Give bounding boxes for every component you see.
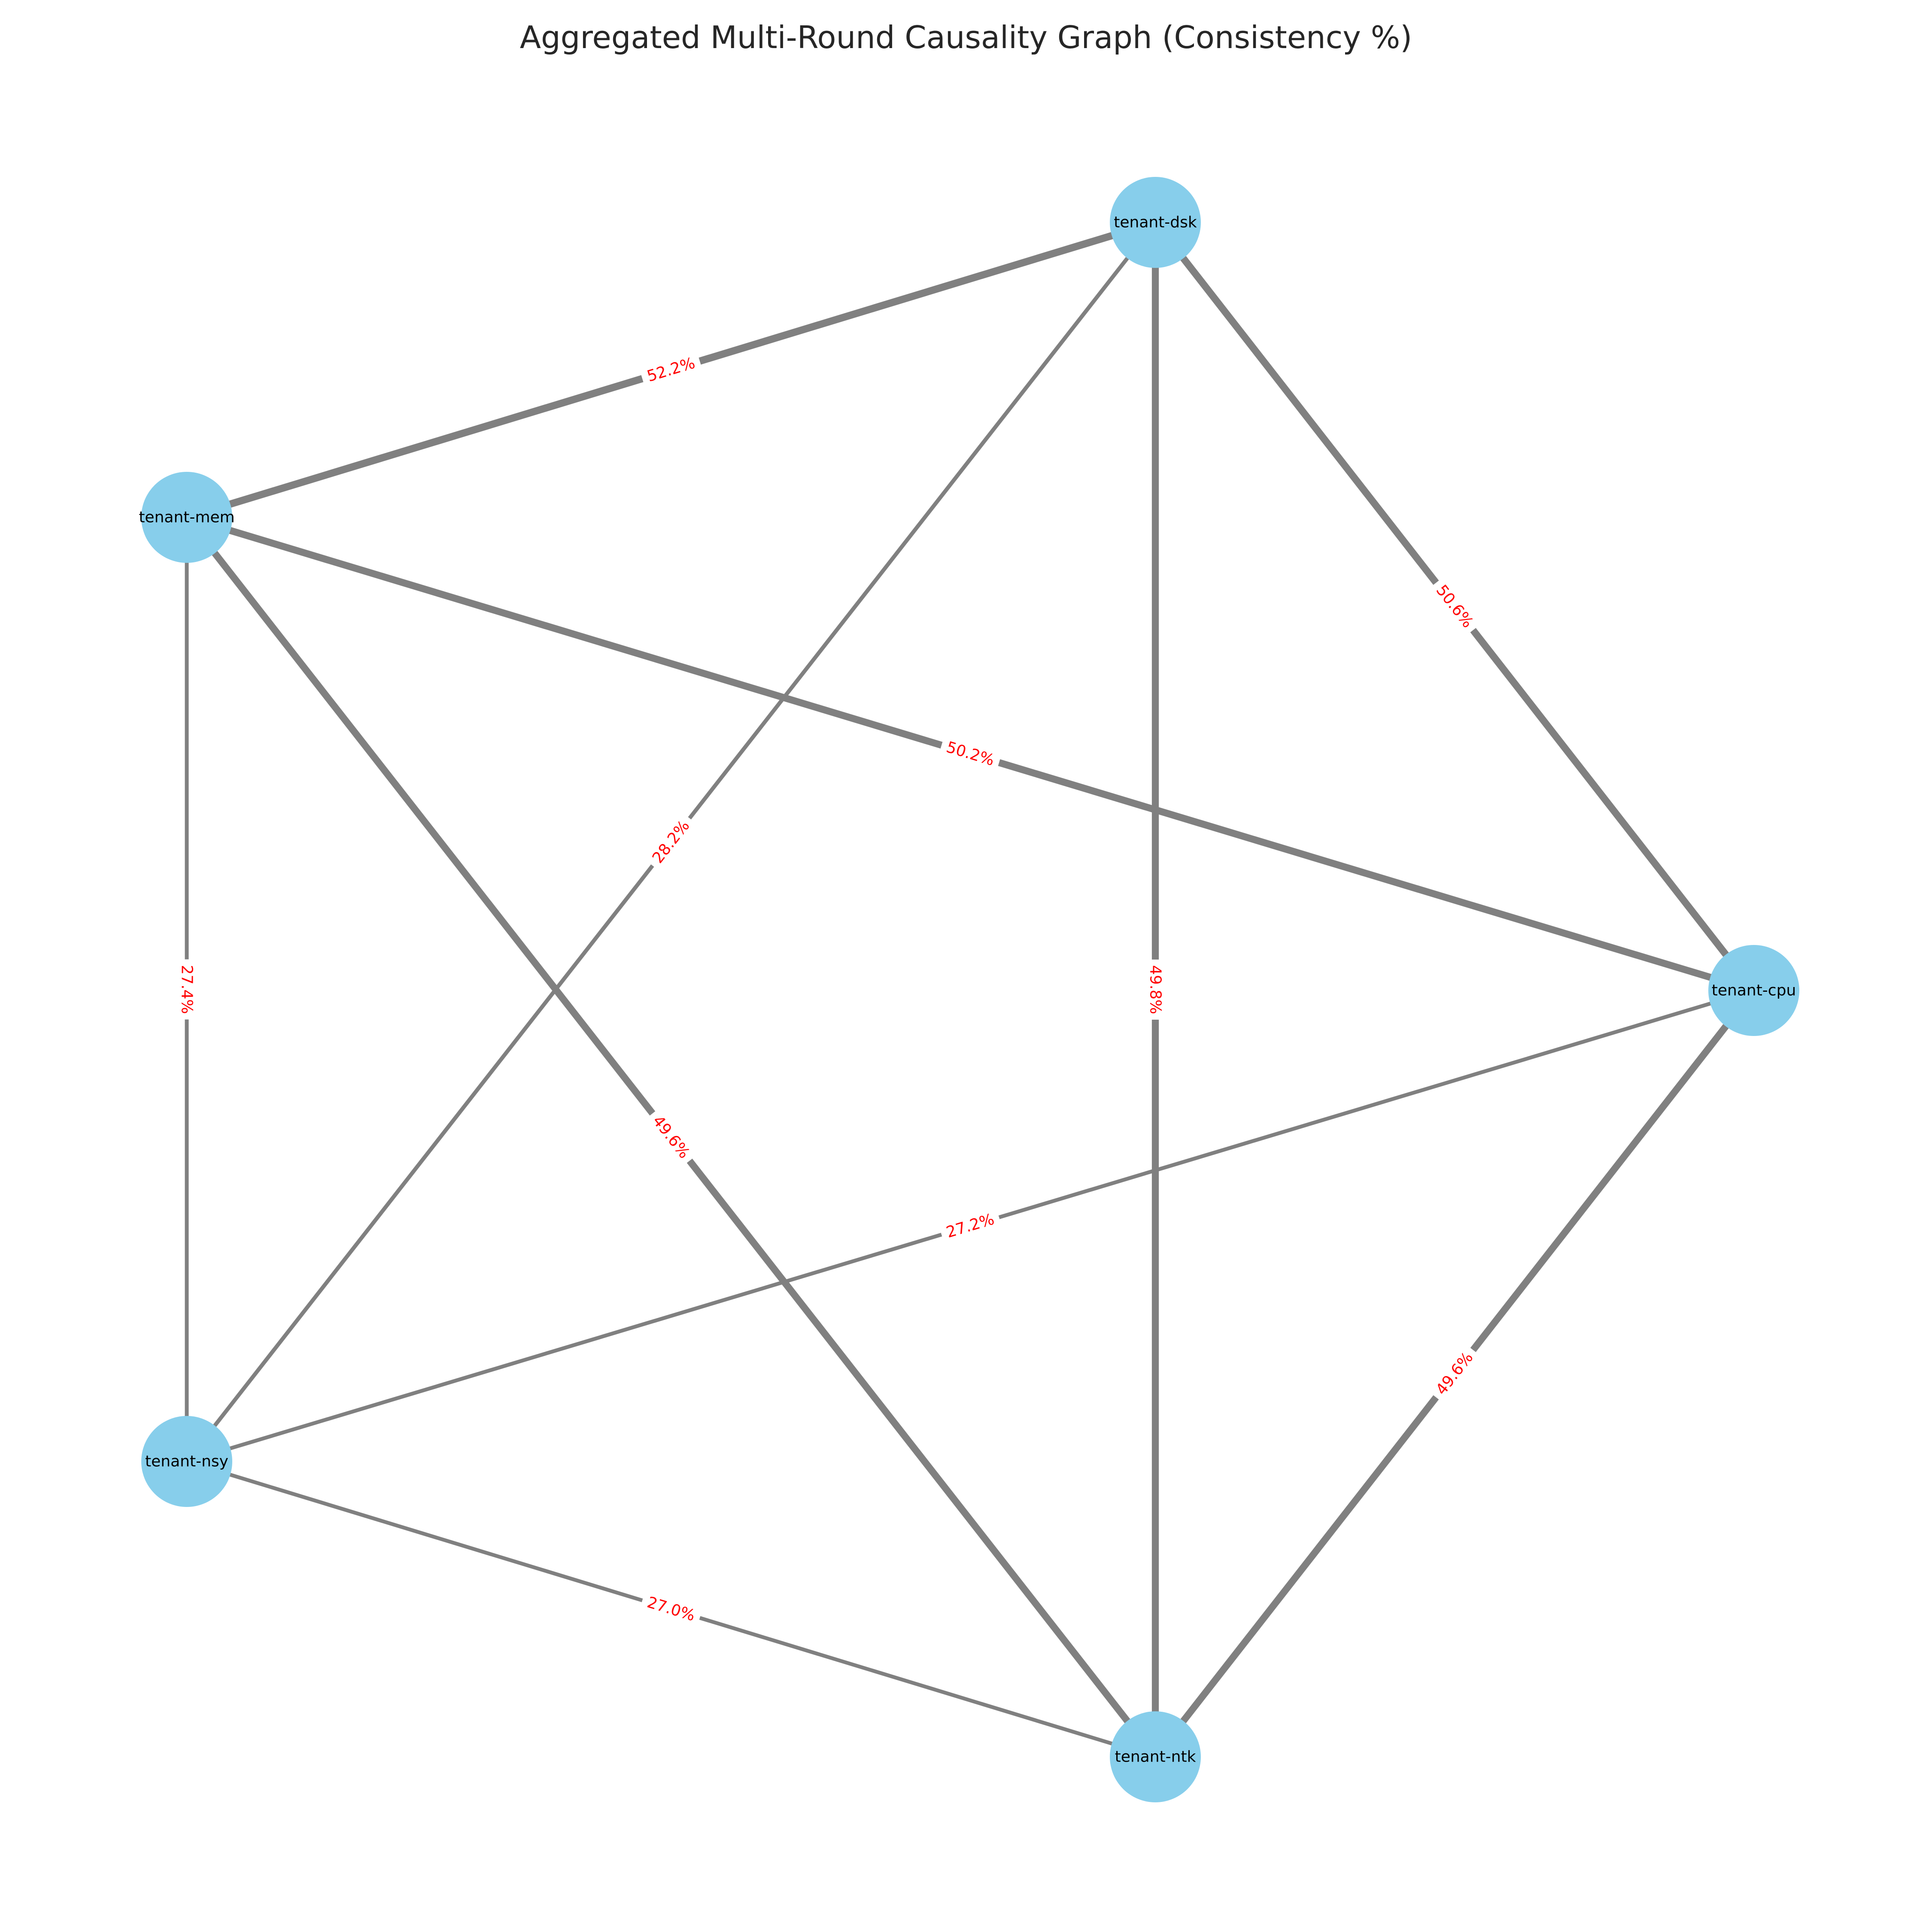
node-label: tenant-dsk <box>1114 214 1197 231</box>
node-tenant-dsk: tenant-dsk <box>1110 177 1201 268</box>
node-label: tenant-ntk <box>1115 1748 1196 1766</box>
edge-label-text: 49.8% <box>1147 965 1164 1014</box>
edge-label-background <box>1427 1343 1482 1404</box>
node-tenant-mem: tenant-mem <box>139 472 235 563</box>
edge-label-background <box>644 811 699 873</box>
edge-label-background <box>639 350 703 389</box>
node-tenant-ntk: tenant-ntk <box>1110 1711 1201 1802</box>
nodes-layer: tenant-dsk tenant-mem tenant-cpu tenant-nsy… <box>139 177 1799 1802</box>
edge-label-background <box>1427 576 1482 637</box>
edge-label-background <box>639 1589 703 1629</box>
edge-label-mem-nsy: 27.4% <box>176 959 198 1020</box>
edge-label-background <box>644 1106 699 1168</box>
edge-label-background <box>938 1206 1002 1245</box>
node-circle <box>1110 1711 1201 1802</box>
edge-label-background <box>176 959 198 1020</box>
edge-label-background <box>938 734 1002 774</box>
node-label: tenant-mem <box>139 509 234 526</box>
edge-label-text: 27.4% <box>178 965 196 1014</box>
node-circle <box>1110 177 1201 268</box>
edge-label-background <box>1144 960 1166 1020</box>
node-circle <box>1708 945 1799 1036</box>
node-label: tenant-cpu <box>1712 982 1796 999</box>
node-label: tenant-nsy <box>145 1453 228 1470</box>
edge-label-dsk-ntk: 49.8% <box>1144 960 1166 1020</box>
node-tenant-nsy: tenant-nsy <box>141 1416 232 1507</box>
node-circle <box>141 472 232 563</box>
node-tenant-cpu: tenant-cpu <box>1708 945 1799 1036</box>
node-circle <box>141 1416 232 1507</box>
graph-title: Aggregated Multi-Round Causality Graph (… <box>520 19 1413 55</box>
